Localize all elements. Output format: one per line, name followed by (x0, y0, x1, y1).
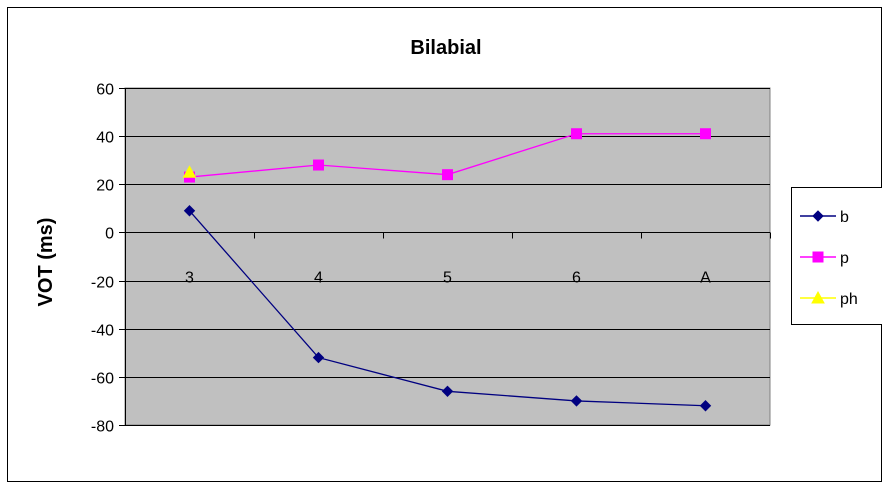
y-tick-label: 40 (96, 130, 114, 147)
legend-marker (811, 290, 825, 304)
legend-label: b (840, 209, 849, 226)
legend-item-b: b (800, 209, 849, 226)
legend-label: ph (840, 291, 858, 308)
data-point-p (313, 159, 324, 171)
legend-item-p: p (800, 250, 849, 267)
x-tick-label: 4 (314, 270, 323, 287)
legend: b p ph (791, 187, 882, 325)
data-point-ph (182, 165, 197, 178)
gridlines (125, 88, 770, 426)
y-tick-label: -60 (91, 371, 114, 388)
x-tick-label: 6 (572, 270, 581, 287)
data-point-b (441, 385, 454, 398)
legend-marker (812, 251, 824, 263)
data-point-b (699, 400, 712, 412)
y-tick-label: 0 (105, 226, 114, 243)
x-tick-label: 3 (185, 270, 194, 287)
legend-marker (812, 210, 824, 222)
data-point-p (442, 169, 453, 181)
data-point-b (183, 205, 196, 217)
y-tick-label: -80 (91, 419, 114, 436)
y-axis: 60 40 20 0 -20 -40 -60 -80 (91, 82, 126, 436)
legend-box (791, 187, 882, 325)
data-point-b (570, 395, 583, 407)
series-layer (182, 128, 712, 412)
chart-title: Bilabial (410, 37, 481, 59)
y-axis-title: VOT (ms) (35, 218, 57, 307)
series-ph (182, 165, 197, 178)
plot-area (124, 87, 771, 426)
data-point-p (700, 128, 711, 140)
x-tick-label: 5 (443, 270, 452, 287)
data-point-b (312, 351, 325, 364)
y-tick-label: -20 (91, 275, 114, 292)
legend-item-ph: ph (800, 290, 858, 308)
series-b (183, 205, 712, 412)
legend-label: p (840, 250, 849, 267)
x-tick-label: A (700, 270, 711, 287)
x-axis: 3 4 5 6 A (125, 232, 771, 287)
data-point-p (571, 128, 582, 140)
y-tick-label: 60 (96, 82, 114, 99)
y-tick-label: -40 (91, 323, 114, 340)
y-tick-label: 20 (96, 178, 114, 195)
